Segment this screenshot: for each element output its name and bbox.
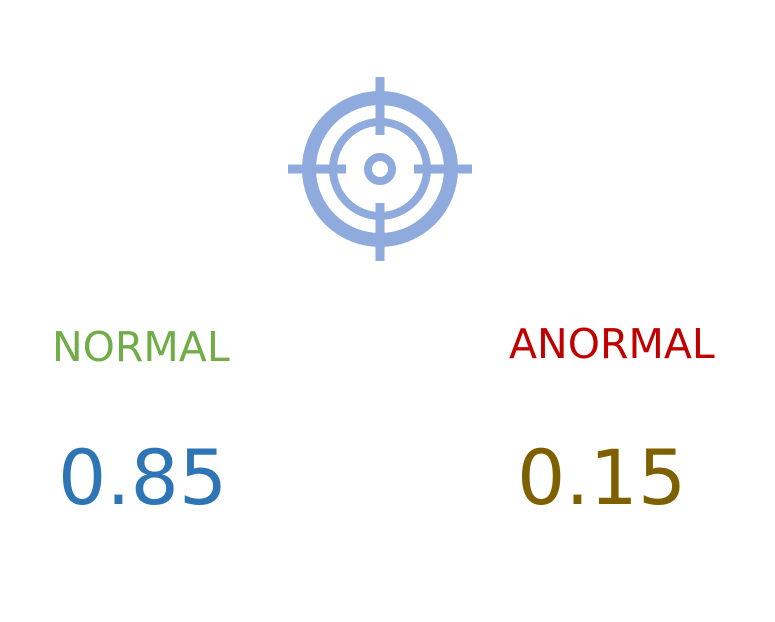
- center-ring: [364, 153, 396, 185]
- target-icon-graphic: [288, 77, 472, 261]
- normal-value: 0.85: [58, 433, 228, 522]
- middle-ring: [329, 118, 431, 220]
- target-icon: [288, 77, 472, 261]
- anormal-value: 0.15: [517, 433, 687, 522]
- anormal-label: ANORMAL: [509, 320, 715, 368]
- normal-label: NORMAL: [52, 323, 230, 371]
